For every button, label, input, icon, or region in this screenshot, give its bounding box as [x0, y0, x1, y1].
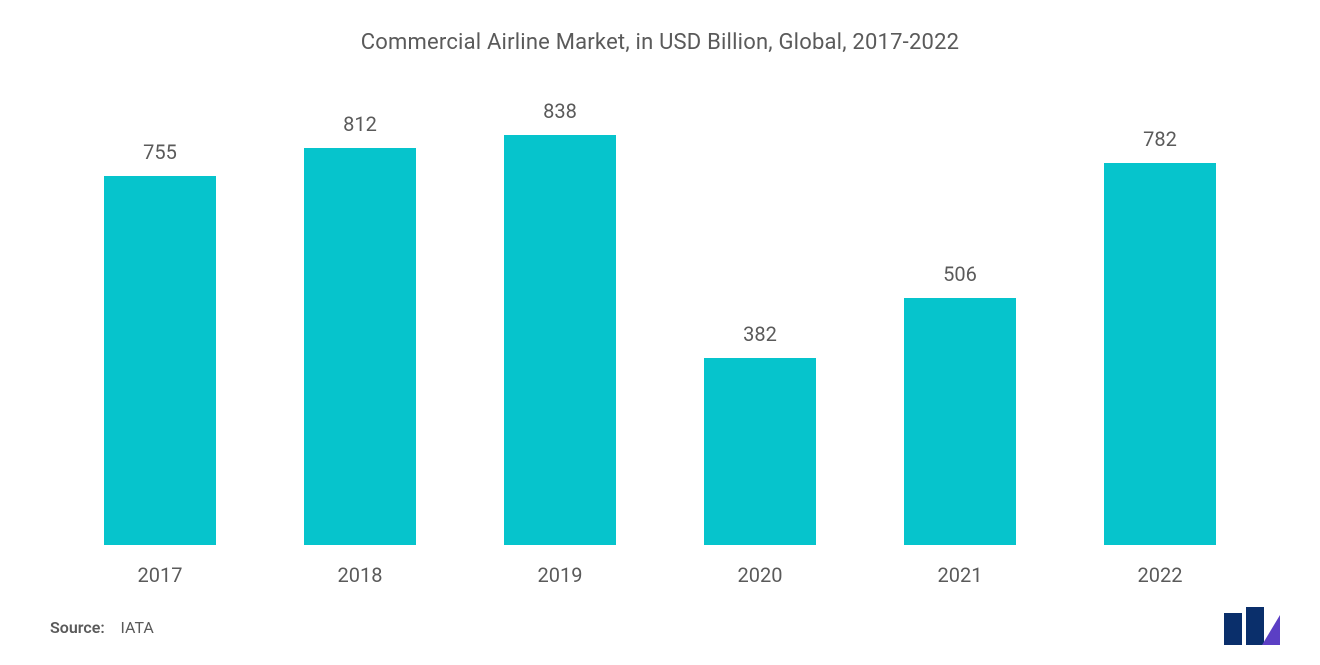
bar-value-label: 382: [743, 322, 777, 346]
x-axis-label: 2020: [660, 563, 860, 587]
bar: [104, 176, 216, 545]
bar: [904, 298, 1016, 545]
bar: [1104, 163, 1216, 545]
chart-title: Commercial Airline Market, in USD Billio…: [50, 30, 1270, 55]
x-axis-label: 2021: [860, 563, 1060, 587]
bar: [704, 358, 816, 545]
source-footer: Source: IATA: [50, 618, 154, 637]
bar-value-label: 838: [543, 99, 577, 123]
bar-value-label: 812: [343, 112, 377, 136]
x-axis-label: 2019: [460, 563, 660, 587]
bar-slot: 382: [660, 65, 860, 545]
bar: [304, 148, 416, 545]
source-value: IATA: [121, 618, 154, 637]
bar-slot: 838: [460, 65, 660, 545]
x-axis-labels: 201720182019202020212022: [50, 545, 1270, 587]
bar-slot: 782: [1060, 65, 1260, 545]
chart-container: Commercial Airline Market, in USD Billio…: [0, 0, 1320, 665]
plot-area: 755 812 838 382 506 782: [50, 65, 1270, 545]
bar-slot: 506: [860, 65, 1060, 545]
x-axis-label: 2022: [1060, 563, 1260, 587]
bar-slot: 812: [260, 65, 460, 545]
bar-value-label: 755: [143, 140, 177, 164]
bar-value-label: 782: [1143, 127, 1177, 151]
brand-logo: [1222, 607, 1280, 645]
x-axis-label: 2017: [60, 563, 260, 587]
bar-value-label: 506: [943, 262, 977, 286]
bar: [504, 135, 616, 545]
source-label: Source:: [50, 618, 105, 637]
x-axis-label: 2018: [260, 563, 460, 587]
bar-slot: 755: [60, 65, 260, 545]
